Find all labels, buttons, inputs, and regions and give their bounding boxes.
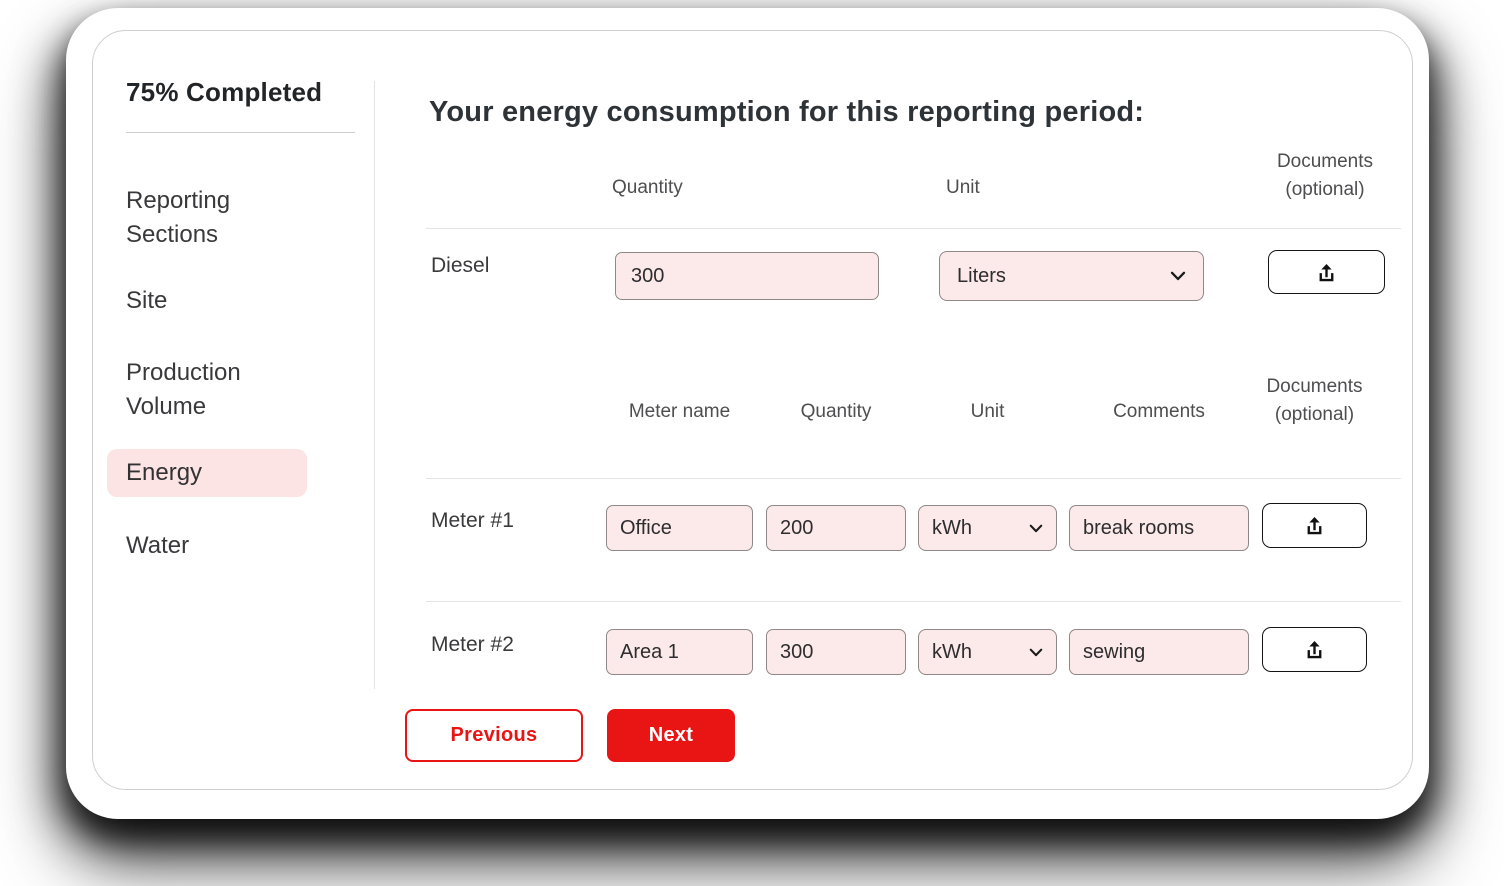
- sidebar-item-production-volume[interactable]: Production Volume: [126, 359, 241, 420]
- app-card: 75% Completed Reporting Sections Site Pr…: [66, 8, 1429, 819]
- meter2-unit-select[interactable]: kWh: [918, 629, 1057, 675]
- upload-icon: [1307, 516, 1322, 535]
- sidebar-item-reporting-sections[interactable]: Reporting Sections: [126, 187, 231, 248]
- progress-label: 75% Completed: [126, 77, 323, 107]
- chevron-down-icon: [1170, 271, 1186, 281]
- upload-icon: [1307, 640, 1322, 659]
- meter1-unit-select[interactable]: kWh: [918, 505, 1057, 551]
- meter-header-comments: Comments: [1113, 401, 1205, 422]
- meter-row-label: Meter #1: [431, 509, 514, 532]
- meter-header-unit: Unit: [970, 401, 1005, 422]
- content-panel: 75% Completed Reporting Sections Site Pr…: [92, 30, 1413, 790]
- meter-header-documents-line1: Documents: [1266, 376, 1363, 397]
- chevron-down-icon: [1029, 524, 1043, 532]
- diesel-quantity-input[interactable]: [615, 252, 879, 300]
- fuel-header-documents-line2: (optional): [1285, 179, 1365, 200]
- meter1-comments-input[interactable]: [1069, 505, 1249, 551]
- meter-header-documents-line2: (optional): [1274, 404, 1355, 425]
- meter-header-quantity: Quantity: [800, 401, 872, 422]
- meter-header-name: Meter name: [628, 401, 731, 422]
- meter1-quantity-input[interactable]: [766, 505, 906, 551]
- page-title: Your energy consumption for this reporti…: [429, 96, 1145, 128]
- next-button[interactable]: Next: [607, 709, 735, 762]
- sidebar-divider: [126, 132, 355, 133]
- sidebar-item-energy[interactable]: Energy: [107, 449, 307, 497]
- diesel-upload-button[interactable]: [1268, 250, 1385, 294]
- meter2-comments-input[interactable]: [1069, 629, 1249, 675]
- sidebar-item-water[interactable]: Water: [126, 532, 190, 559]
- meter-header-documents: Documents (optional): [1238, 373, 1391, 429]
- divider: [426, 478, 1401, 479]
- meter2-upload-button[interactable]: [1262, 627, 1367, 672]
- upload-icon: [1319, 263, 1334, 281]
- diesel-unit-select[interactable]: Liters: [939, 251, 1204, 301]
- fuel-header-quantity: Quantity: [612, 177, 683, 198]
- meter1-unit-value: kWh: [932, 516, 972, 539]
- meter-row-label: Meter #2: [431, 633, 514, 656]
- meter2-name-input[interactable]: [606, 629, 753, 675]
- divider: [426, 228, 1401, 229]
- meter2-quantity-input[interactable]: [766, 629, 906, 675]
- sidebar-item-label: Energy: [126, 459, 203, 486]
- fuel-row-label: Diesel: [431, 254, 490, 277]
- previous-button[interactable]: Previous: [405, 709, 583, 762]
- sidebar-vertical-divider: [374, 81, 375, 689]
- meter2-unit-value: kWh: [932, 640, 972, 663]
- fuel-header-documents: Documents (optional): [1244, 148, 1406, 204]
- meter1-name-input[interactable]: [606, 505, 753, 551]
- meter1-upload-button[interactable]: [1262, 503, 1367, 548]
- fuel-header-documents-line1: Documents: [1276, 151, 1374, 172]
- diesel-unit-value: Liters: [957, 264, 1006, 287]
- fuel-header-unit: Unit: [946, 177, 980, 198]
- chevron-down-icon: [1029, 648, 1043, 656]
- sidebar-item-site[interactable]: Site: [126, 287, 168, 314]
- divider: [426, 601, 1401, 602]
